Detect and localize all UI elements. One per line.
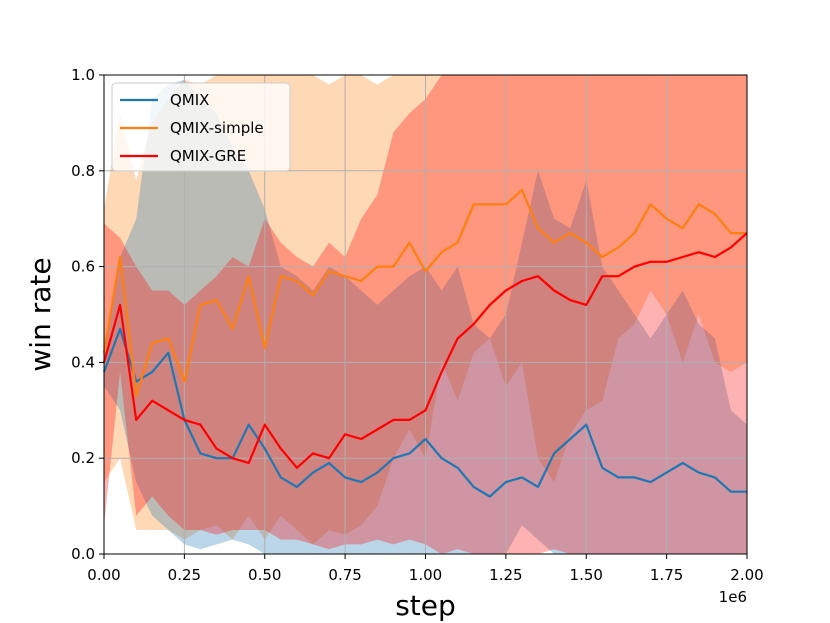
legend-label-qmix: QMIX xyxy=(170,91,209,109)
x-tick-label: 0.25 xyxy=(168,566,201,584)
x-tick-label: 1.00 xyxy=(409,566,442,584)
y-tick-label: 0.0 xyxy=(71,545,95,563)
legend-box xyxy=(111,82,291,172)
y-tick-label: 0.6 xyxy=(71,258,95,276)
legend-label-qmix-simple: QMIX-simple xyxy=(170,119,264,137)
y-tick-label: 0.4 xyxy=(71,353,95,371)
x-tick-label: 1.50 xyxy=(570,566,603,584)
x-axis-ticks: 0.00 0.25 0.50 0.75 1.00 1.25 1.50 1.75 2.00 xyxy=(87,554,764,584)
y-axis-ticks: 0.0 0.2 0.4 0.6 0.8 1.0 xyxy=(71,66,104,563)
x-axis-offset-label: 1e6 xyxy=(719,588,747,606)
y-tick-label: 0.2 xyxy=(71,449,95,467)
legend-label-qmix-gre: QMIX-GRE xyxy=(170,147,246,165)
y-tick-label: 0.8 xyxy=(71,162,95,180)
x-tick-label: 0.50 xyxy=(248,566,281,584)
line-qmix-gre xyxy=(102,232,748,469)
line-qmix xyxy=(102,327,747,498)
line-qmix-simple xyxy=(102,188,747,397)
x-tick-label: 1.75 xyxy=(650,566,683,584)
legend: QMIX QMIX-simple QMIX-GRE xyxy=(111,82,291,172)
y-axis-label: win rate xyxy=(24,257,57,371)
y-tick-label: 1.0 xyxy=(71,66,95,84)
series-lines xyxy=(102,188,748,498)
x-tick-label: 0.75 xyxy=(328,566,361,584)
x-tick-label: 2.00 xyxy=(730,566,763,584)
x-axis-label: step xyxy=(395,589,456,622)
x-tick-label: 1.25 xyxy=(489,566,522,584)
x-tick-label: 0.00 xyxy=(87,566,120,584)
